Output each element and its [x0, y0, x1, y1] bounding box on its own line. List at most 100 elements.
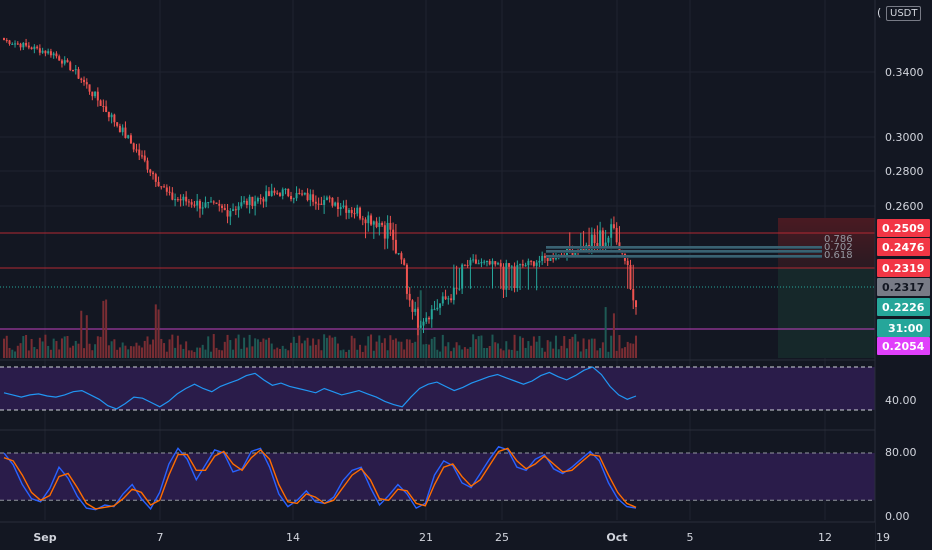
volume-bar-201 [557, 349, 560, 358]
volume-bar-210 [582, 338, 585, 358]
candle-48 [135, 143, 138, 153]
volume-bar-102 [284, 348, 287, 358]
candle-20 [58, 54, 61, 61]
volume-bar-75 [209, 351, 212, 358]
candle-body [582, 248, 585, 252]
candle-30 [85, 78, 88, 89]
candle-52 [146, 157, 149, 173]
volume-bar-16 [47, 345, 50, 358]
candle-body [400, 253, 403, 260]
price-axis[interactable]: 0.3400 0.3000 0.2800 0.2600 0.2509 0.2476 0.23… [874, 0, 932, 550]
time-axis-bg [0, 522, 875, 550]
stoch-tick-80.00: 80.00 [885, 446, 917, 459]
candle-body [461, 264, 464, 289]
volume-bar-30 [85, 315, 88, 358]
volume-bar-131 [364, 345, 367, 358]
volume-bar-159 [441, 334, 444, 358]
candle-178 [494, 261, 497, 267]
candle-171 [474, 254, 477, 265]
candle-74 [207, 201, 210, 209]
candle-39 [110, 112, 113, 124]
candle-15 [44, 50, 47, 57]
volume-bar-52 [146, 336, 149, 358]
price-tag-bg [877, 238, 930, 256]
price-tag-bg [877, 259, 930, 277]
candle-50 [140, 150, 143, 159]
volume-bar-204 [566, 348, 569, 358]
price-tag-0.2509: 0.2509 [877, 219, 930, 237]
candle-body [276, 192, 279, 194]
candle-body [571, 251, 574, 255]
candle-body [124, 127, 127, 138]
rsi-tick-40.00: 40.00 [885, 394, 917, 407]
candle-89 [248, 194, 251, 214]
volume-bar-10 [30, 338, 33, 358]
candle-176 [488, 259, 491, 266]
volume-bar-66 [185, 341, 188, 358]
volume-bar-120 [334, 336, 337, 358]
volume-bar-50 [140, 347, 143, 358]
volume-bar-157 [436, 349, 439, 358]
candle-body [414, 308, 417, 312]
volume-bar-138 [383, 338, 386, 358]
candle-105 [292, 197, 295, 204]
candle-114 [317, 197, 320, 210]
candle-209 [579, 232, 582, 253]
volume-bar-61 [171, 334, 174, 358]
candle-143 [397, 253, 400, 256]
candle-body [372, 221, 375, 225]
candle-64 [179, 194, 182, 207]
candle-61 [171, 187, 174, 201]
candle-body [243, 200, 246, 203]
candle-body [502, 266, 505, 290]
volume-bar-224 [621, 348, 624, 358]
candle-body [232, 209, 235, 211]
stoch-line-0 [3, 445, 637, 511]
volume-bar-198 [549, 341, 552, 358]
candle-body [436, 307, 439, 310]
candle-body [416, 308, 419, 328]
time-tick-14: 14 [286, 531, 300, 544]
candle-body [182, 196, 185, 201]
volume-bar-136 [378, 335, 381, 358]
currency-badge[interactable]: USDT [886, 6, 922, 21]
candle-117 [325, 195, 328, 201]
candle-body [77, 69, 80, 79]
candle-149 [414, 301, 417, 316]
candle-body [345, 205, 348, 213]
candle-128 [356, 204, 359, 217]
fib-label-0.618: 0.618 [824, 250, 853, 261]
horizontal-levels [0, 232, 875, 330]
volume-bar-225 [623, 347, 626, 358]
candle-18 [52, 51, 55, 59]
volume-bar-26 [74, 340, 77, 358]
time-tick-Oct: Oct [606, 531, 627, 544]
volume-bar-105 [292, 336, 295, 358]
price-tick-0.3400: 0.3400 [885, 66, 924, 79]
candle-body [14, 43, 17, 45]
candle-101 [281, 187, 284, 200]
candle-28 [80, 77, 83, 84]
candle-body [121, 127, 124, 133]
candle-196 [543, 253, 546, 264]
candle-165 [458, 267, 461, 291]
volume-bar-195 [541, 347, 544, 358]
volume-bar-2 [8, 347, 11, 358]
candle-body [83, 79, 86, 83]
candle-67 [187, 199, 190, 207]
volume-bar-117 [325, 337, 328, 358]
candle-body [519, 264, 522, 266]
candle-180 [499, 259, 502, 289]
candle-body [408, 293, 411, 301]
time-axis[interactable]: Sep 7 14 21 25 Oct 5 12 19 [0, 521, 890, 550]
price-tag-0.2054: 0.2054 [877, 337, 930, 355]
price-tag-label: 31:00 [888, 322, 923, 335]
candle-152 [422, 318, 425, 334]
volume-bar-95 [265, 339, 268, 358]
candle-body [359, 207, 362, 219]
volume-bar-162 [450, 351, 453, 358]
candle-body [198, 200, 201, 209]
candle-62 [174, 193, 177, 207]
candle-body [604, 242, 607, 248]
